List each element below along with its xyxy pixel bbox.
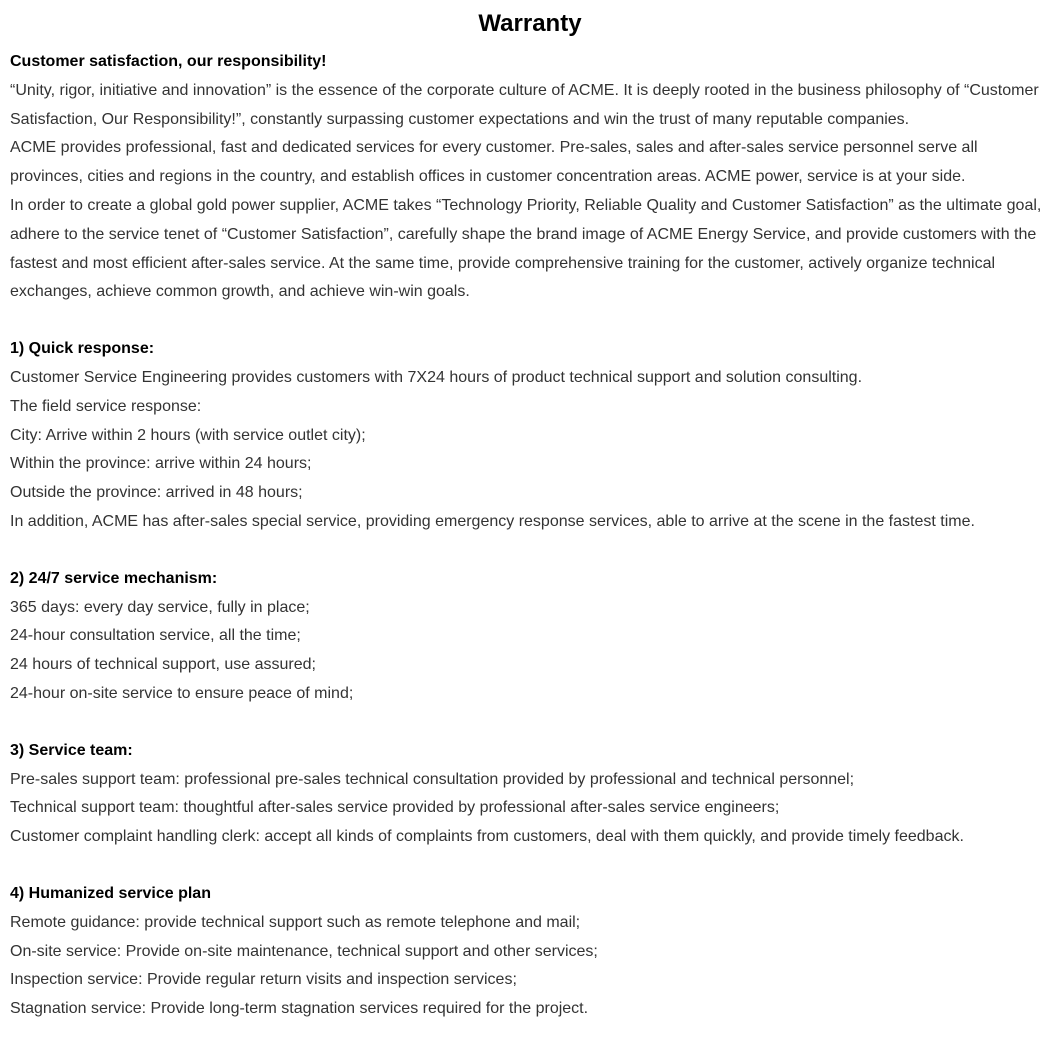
section-line: 365 days: every day service, fully in pl… <box>10 594 1050 623</box>
intro-heading: Customer satisfaction, our responsibilit… <box>10 48 1050 77</box>
section-line: City: Arrive within 2 hours (with servic… <box>10 422 1050 451</box>
section-heading: 4) Humanized service plan <box>10 880 1050 909</box>
section-line: Within the province: arrive within 24 ho… <box>10 450 1050 479</box>
section-gap <box>10 852 1050 880</box>
section-line: Remote guidance: provide technical suppo… <box>10 909 1050 938</box>
section-heading: 2) 24/7 service mechanism: <box>10 565 1050 594</box>
section-line: Stagnation service: Provide long-term st… <box>10 995 1050 1024</box>
section-heading: 3) Service team: <box>10 737 1050 766</box>
section-line: Pre-sales support team: professional pre… <box>10 766 1050 795</box>
intro-paragraph: In order to create a global gold power s… <box>10 192 1050 307</box>
page-title: Warranty <box>10 10 1050 38</box>
intro-paragraph: “Unity, rigor, initiative and innovation… <box>10 77 1050 135</box>
section-line: Inspection service: Provide regular retu… <box>10 966 1050 995</box>
section-line: Customer complaint handling clerk: accep… <box>10 823 1050 852</box>
section-line: The field service response: <box>10 393 1050 422</box>
section-gap <box>10 537 1050 565</box>
section-line: Technical support team: thoughtful after… <box>10 794 1050 823</box>
section-gap <box>10 709 1050 737</box>
section-line: Outside the province: arrived in 48 hour… <box>10 479 1050 508</box>
section-heading: 1) Quick response: <box>10 335 1050 364</box>
section-line: Customer Service Engineering provides cu… <box>10 364 1050 393</box>
intro-paragraph: ACME provides professional, fast and ded… <box>10 134 1050 192</box>
section-line: 24-hour on-site service to ensure peace … <box>10 680 1050 709</box>
section-line: On-site service: Provide on-site mainten… <box>10 938 1050 967</box>
section-line: In addition, ACME has after-sales specia… <box>10 508 1050 537</box>
section-line: 24 hours of technical support, use assur… <box>10 651 1050 680</box>
section-line: 24-hour consultation service, all the ti… <box>10 622 1050 651</box>
section-gap <box>10 307 1050 335</box>
